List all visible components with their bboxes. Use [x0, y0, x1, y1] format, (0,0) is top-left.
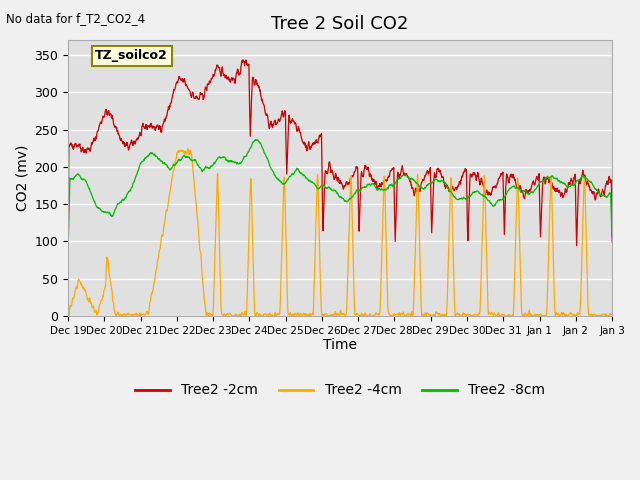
- Tree2 -2cm: [326, 162, 334, 168]
- Tree2 -8cm: [64, 244, 72, 250]
- Tree2 -4cm: [602, 311, 609, 317]
- Tree2 -8cm: [326, 186, 334, 192]
- Tree2 -2cm: [573, 243, 580, 249]
- Tree2 -8cm: [252, 137, 260, 143]
- Tree2 -8cm: [468, 190, 476, 196]
- Line: Tree2 -4cm: Tree2 -4cm: [68, 148, 612, 316]
- Tree2 -2cm: [608, 234, 616, 240]
- Tree2 -2cm: [64, 229, 72, 235]
- Tree2 -4cm: [64, 312, 72, 318]
- Tree2 -2cm: [149, 125, 157, 131]
- Tree2 -4cm: [65, 313, 73, 319]
- Tree2 -4cm: [184, 145, 192, 151]
- Tree2 -4cm: [548, 223, 556, 228]
- Legend: Tree2 -2cm, Tree2 -4cm, Tree2 -8cm: Tree2 -2cm, Tree2 -4cm, Tree2 -8cm: [129, 378, 550, 403]
- Text: No data for f_T2_CO2_4: No data for f_T2_CO2_4: [6, 12, 145, 25]
- Tree2 -8cm: [316, 185, 324, 191]
- Tree2 -2cm: [468, 173, 476, 179]
- Tree2 -2cm: [316, 134, 324, 140]
- Tree2 -4cm: [608, 311, 616, 317]
- Tree2 -4cm: [469, 313, 477, 319]
- Tree2 -2cm: [548, 181, 556, 187]
- Tree2 -8cm: [602, 193, 609, 199]
- Tree2 -2cm: [602, 183, 609, 189]
- Tree2 -8cm: [608, 239, 616, 245]
- Title: Tree 2 Soil CO2: Tree 2 Soil CO2: [271, 15, 409, 33]
- Line: Tree2 -8cm: Tree2 -8cm: [68, 140, 612, 247]
- Tree2 -2cm: [239, 57, 246, 63]
- Y-axis label: CO2 (mv): CO2 (mv): [15, 145, 29, 211]
- X-axis label: Time: Time: [323, 338, 357, 352]
- Tree2 -4cm: [150, 282, 157, 288]
- Tree2 -8cm: [548, 173, 556, 179]
- Tree2 -4cm: [326, 312, 334, 318]
- Tree2 -8cm: [149, 151, 157, 157]
- Text: TZ_soilco2: TZ_soilco2: [95, 49, 168, 62]
- Tree2 -4cm: [316, 267, 324, 273]
- Line: Tree2 -2cm: Tree2 -2cm: [68, 60, 612, 246]
